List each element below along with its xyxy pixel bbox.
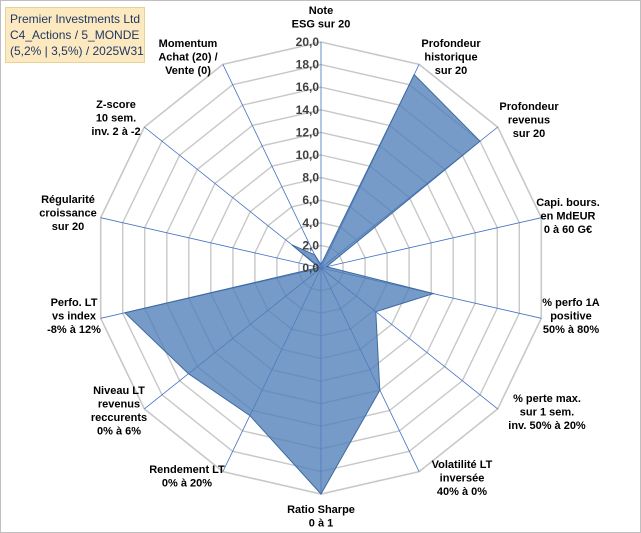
axis-label: Perfo. LT vs index -8% à 12% <box>47 297 101 336</box>
axis-label: Z-score 10 sem. inv. 2 à -2 <box>91 99 140 138</box>
axis-spoke <box>100 217 322 269</box>
tick-label: 10,0 <box>296 148 320 162</box>
axis-spoke <box>144 126 322 269</box>
tick-label: 2,0 <box>302 238 319 252</box>
chart-title-line-1: Premier Investments Ltd <box>10 12 141 26</box>
axis-label: Ratio Sharpe 0 à 1 <box>287 504 355 530</box>
tick-label: 4,0 <box>302 216 319 230</box>
axis-label: Profondeur historique sur 20 <box>421 38 481 77</box>
axis-label: Rendement LT 0% à 20% <box>149 464 225 490</box>
tick-label: 12,0 <box>296 125 320 139</box>
chart-title-box: Premier Investments Ltd C4_Actions / 5_M… <box>5 7 145 63</box>
chart-title-line-3: (5,2% | 3,5%) / 2025W31 <box>10 44 144 58</box>
axis-label: Capi. bours. en MdEUR 0 à 60 G€ <box>536 197 600 236</box>
radar-tick-labels: 0,0 2,0 4,0 6,0 8,0 10,0 12,0 14,0 16,0 18,0 20,0 <box>296 35 320 275</box>
radar-series <box>123 73 481 495</box>
axis-spoke <box>222 64 322 269</box>
tick-label: 8,0 <box>302 171 319 185</box>
radar-axis-labels: Note ESG sur 20 Profondeur historique sur 20… <box>39 5 600 530</box>
axis-label: % perfo 1A positive 50% à 80% <box>542 297 600 336</box>
tick-label: 0,0 <box>302 261 319 275</box>
axis-label: Régularité croissance sur 20 <box>39 194 96 233</box>
axis-label: Volatilité LT inversée 40% à 0% <box>432 459 493 498</box>
axis-label: Note ESG sur 20 <box>292 5 351 31</box>
tick-label: 6,0 <box>302 193 319 207</box>
axis-label: % perte max. sur 1 sem. inv. 50% à 20% <box>508 393 586 432</box>
tick-label: 20,0 <box>296 35 320 49</box>
axis-label: Profondeur revenus sur 20 <box>499 101 559 140</box>
chart-title-line-2: C4_Actions / 5_MONDE <box>10 28 140 42</box>
tick-label: 18,0 <box>296 58 320 72</box>
axis-spoke <box>320 217 542 269</box>
axis-label: Niveau LT revenus reccurents 0% à 6% <box>91 385 147 438</box>
tick-label: 16,0 <box>296 80 320 94</box>
axis-label: Momentum Achat (20) / Vente (0) <box>158 38 217 77</box>
tick-label: 14,0 <box>296 103 320 117</box>
